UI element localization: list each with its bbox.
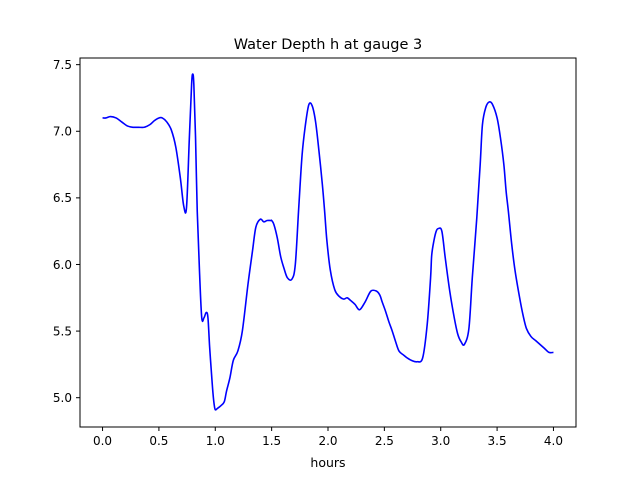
y-tick-label: 7.0 [53, 125, 72, 139]
x-tick-label: 0.0 [93, 434, 112, 448]
x-axis: 0.0 0.5 1.0 1.5 2.0 2.5 3.0 3.5 4.0 [93, 427, 563, 448]
y-tick-label: 7.5 [53, 58, 72, 72]
x-tick-label: 3.5 [488, 434, 507, 448]
x-tick-label: 1.0 [206, 434, 225, 448]
y-axis: 5.0 5.5 6.0 6.5 7.0 7.5 [53, 58, 80, 405]
x-tick-label: 0.5 [149, 434, 168, 448]
chart-title: Water Depth h at gauge 3 [234, 37, 422, 53]
x-tick-label: 3.0 [431, 434, 450, 448]
series-line-0 [102, 73, 554, 411]
y-tick-label: 5.5 [53, 324, 72, 338]
y-tick-label: 5.0 [53, 391, 72, 405]
y-tick-label: 6.0 [53, 258, 72, 272]
x-tick-label: 1.5 [262, 434, 281, 448]
y-tick-label: 6.5 [53, 191, 72, 205]
x-tick-label: 4.0 [544, 434, 563, 448]
axes-frame [79, 57, 577, 428]
x-tick-label: 2.5 [375, 434, 394, 448]
x-tick-label: 2.0 [318, 434, 337, 448]
plot-area [102, 73, 554, 411]
x-axis-label: hours [310, 455, 345, 470]
